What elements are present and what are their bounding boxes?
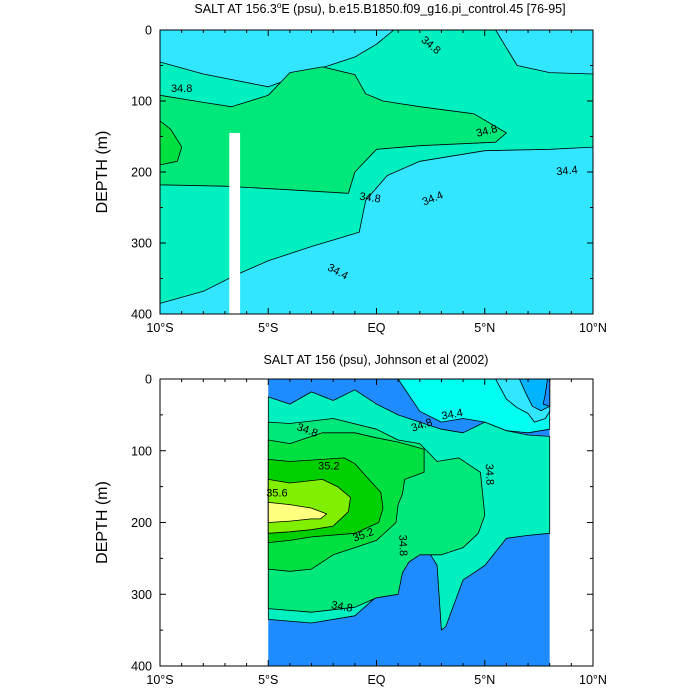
contour-region-35.0-35.2 (160, 120, 183, 166)
missing-data-strip (229, 132, 241, 314)
contour-fills (160, 30, 593, 304)
y-axis-label: DEPTH (m) (94, 481, 111, 564)
x-tick-label: EQ (367, 321, 385, 335)
contour-label: 34.4 (441, 407, 464, 423)
contour-label: 35.2 (318, 460, 339, 472)
y-tick-label: 100 (131, 95, 152, 109)
contour-region-34.8-35.0 (160, 66, 507, 194)
contour-label: 34.8 (359, 191, 382, 206)
contour-region-lt-34.0 (542, 379, 551, 407)
x-tick-label: 5°S (258, 673, 278, 687)
y-axis-label: DEPTH (m) (94, 131, 111, 214)
x-tick-label: 10°S (146, 321, 173, 335)
x-tick-label: 5°N (474, 321, 495, 335)
y-tick-label: 0 (145, 24, 152, 38)
x-tick-label: 5°N (474, 673, 495, 687)
y-tick-label: 200 (131, 516, 152, 530)
x-tick-label: EQ (367, 673, 385, 687)
contour-label: 34.4 (556, 164, 578, 178)
contour-label: 34.8 (475, 123, 499, 140)
x-tick-label: 10°N (579, 321, 607, 335)
x-tick-label: 10°S (146, 673, 173, 687)
y-tick-label: 300 (131, 237, 152, 251)
y-tick-label: 200 (131, 166, 152, 180)
y-tick-label: 400 (131, 660, 152, 674)
panel-1: 34.834.834.834.434.8 34.434.410°S 5°S EQ 5°N… (94, 24, 607, 336)
x-tick-label: 10°N (579, 673, 607, 687)
panel-2-title: SALT AT 156 (psu), Johnson et al (2002) (264, 353, 489, 367)
contour-label: 35.6 (266, 488, 287, 500)
y-tick-label: 300 (131, 588, 152, 602)
contour-label: 34.8 (171, 83, 192, 95)
contour-region-35.6-35.8 (267, 501, 328, 523)
contour-label: 34.8 (483, 464, 496, 486)
x-tick-label: 5°S (258, 321, 278, 335)
contour-label: 34.8 (330, 599, 353, 615)
contour-label: 34.8 (396, 535, 409, 557)
y-tick-label: 0 (145, 373, 152, 387)
panel-1-title: SALT AT 156.3oE (psu), b.e15.B1850.f09_g… (194, 1, 565, 16)
y-tick-label: 100 (131, 444, 152, 458)
panel-2: 34.434.8 34.835.2 34.835.635.2 34.834.810°S… (94, 373, 607, 688)
y-tick-label: 400 (131, 308, 152, 322)
contour-fills (267, 379, 551, 631)
contour-region-34.0-34.2 (519, 379, 551, 412)
